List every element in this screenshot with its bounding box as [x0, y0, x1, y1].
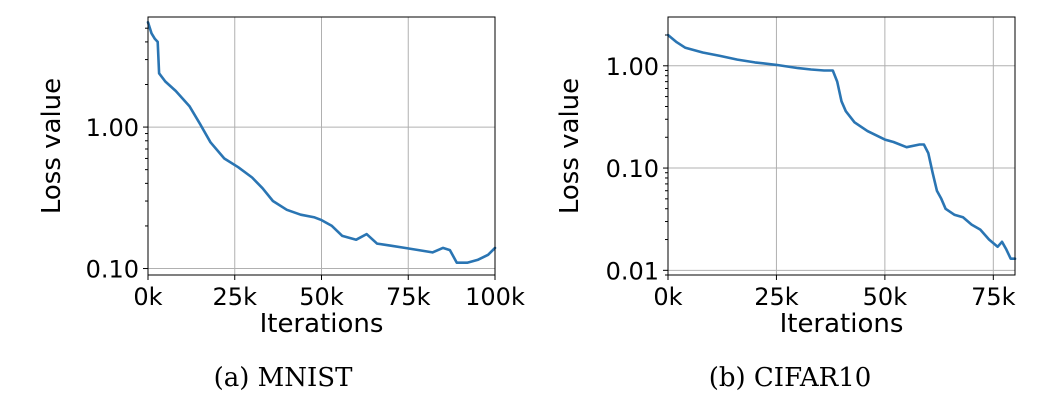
chart-2: 0k 25k 50k 75k 0.01 0.10 1.00 Iterations Loss va… [555, 16, 1017, 393]
x-tick-label: 25k [754, 283, 799, 311]
series-line [666, 33, 1017, 261]
y-tick-label: 0.10 [606, 155, 659, 183]
y-tick-label: 0.10 [86, 256, 139, 284]
x-tick-label: 50k [299, 283, 344, 311]
x-axis-label: Iterations [260, 309, 384, 339]
x-tick-label: 100k [465, 283, 525, 311]
y-axis-label: Loss value [555, 78, 585, 214]
chart-caption: (a) MNIST [214, 363, 354, 393]
plot-frame [667, 16, 1016, 276]
x-tick-label: 0k [133, 283, 162, 311]
series-line [146, 20, 497, 265]
x-tick-label: 25k [213, 283, 258, 311]
x-tick-label: 75k [971, 283, 1016, 311]
y-axis-label: Loss value [37, 78, 67, 214]
x-axis-label: Iterations [780, 309, 904, 339]
x-tick-label: 75k [386, 283, 431, 311]
chart-1: 0k 25k 50k 75k 100k 0.10 1.00 Iterations Loss va… [37, 16, 525, 393]
chart-caption: (b) CIFAR10 [709, 363, 872, 393]
x-tick-label: 50k [863, 283, 908, 311]
x-tick-label: 0k [653, 283, 682, 311]
y-tick-label: 1.00 [606, 53, 659, 81]
y-tick-label: 1.00 [86, 114, 139, 142]
y-tick-label: 0.01 [606, 257, 659, 285]
